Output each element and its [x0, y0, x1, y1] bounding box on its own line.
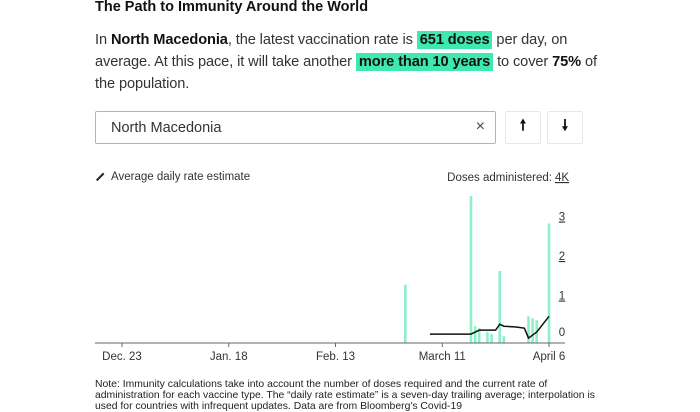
x-tick-label: March 11 [419, 351, 466, 363]
bar [527, 316, 530, 343]
average-line [429, 315, 550, 340]
legend-label: Average daily rate estimate [111, 171, 251, 183]
summary-mid3: to cover [493, 54, 553, 70]
previous-button[interactable]: 🠕 [505, 111, 541, 144]
bar [469, 195, 473, 343]
y-tick-label: 2 [559, 251, 565, 263]
y-tick-label: 4K [555, 172, 569, 184]
bar [404, 284, 407, 343]
bar [498, 270, 502, 343]
x-tick-label: Feb. 13 [316, 351, 355, 363]
country-search-input[interactable] [109, 119, 453, 137]
bar [502, 336, 506, 343]
clear-icon[interactable]: × [475, 118, 485, 135]
y-axis-title: Doses administered: [447, 172, 552, 184]
rate-highlight: 651 doses [416, 31, 493, 49]
bar [531, 318, 534, 343]
footnote: Note: Immunity calculations take into ac… [95, 379, 595, 412]
y-tick-label: 3 [559, 212, 565, 224]
x-tick-label: April 6 [533, 351, 566, 363]
summary-prefix: In [95, 32, 111, 48]
summary-mid2: per day, on average. At this pace, it wi… [95, 32, 568, 70]
page-title: The Path to Immunity Around the World [95, 0, 369, 15]
bar [490, 334, 493, 343]
bar [486, 332, 489, 343]
x-tick-label: Dec. 23 [102, 351, 142, 363]
arrow-down-icon: 🠗 [561, 117, 569, 134]
country-search[interactable]: × [95, 111, 496, 144]
summary-country: North Macedonia [110, 32, 228, 48]
summary-mid1: , the latest vaccination rate is [227, 32, 417, 48]
summary-text: In North Macedonia, the latest vaccinati… [95, 29, 605, 95]
arrow-up-icon: 🠕 [519, 117, 527, 134]
chart-legend: Average daily rate estimate [95, 171, 250, 183]
bar [477, 328, 481, 343]
bar [473, 326, 477, 343]
bar [547, 223, 551, 343]
time-highlight: more than 10 years [355, 53, 494, 71]
y-tick-label: 1 [559, 291, 565, 303]
y-tick-label: 0 [559, 327, 565, 339]
summary-target: 75% [552, 54, 582, 70]
summary-suffix: of the population. [95, 54, 597, 92]
x-tick-label: Jan. 18 [210, 351, 248, 363]
next-button[interactable]: 🠗 [547, 111, 583, 144]
